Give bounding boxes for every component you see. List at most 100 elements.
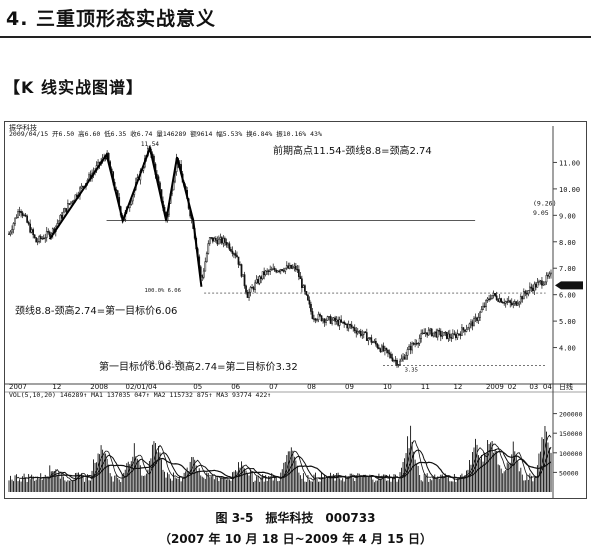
price-tick-label: 10.00 — [559, 186, 580, 194]
candle-body — [210, 237, 213, 239]
candle-body — [258, 276, 261, 284]
candle-body — [311, 311, 314, 319]
candle-body — [349, 324, 352, 326]
volume-label: VOL(5,10,20) 146289↑ MA1 137035 047↑ MA2… — [9, 391, 271, 399]
triple-top-pattern-line — [48, 144, 203, 287]
candle-body — [467, 327, 469, 330]
candle-body — [541, 280, 543, 286]
candle-body — [239, 264, 241, 266]
candle-body — [353, 327, 356, 331]
candle-body — [237, 256, 240, 265]
candle-body — [222, 238, 225, 244]
date-tick-label: 11 — [421, 383, 430, 391]
candle-body — [326, 316, 329, 321]
candle-body — [403, 356, 406, 360]
candle-body — [70, 201, 72, 205]
volume-tick-label: 100000 — [559, 450, 583, 458]
candle-body — [436, 330, 439, 338]
candle-body — [409, 345, 412, 351]
candle-body — [18, 211, 21, 213]
candle-body — [439, 330, 442, 337]
candle-body — [464, 329, 466, 332]
candle-body — [430, 328, 433, 337]
candle-body — [350, 324, 353, 328]
candle-body — [325, 319, 327, 323]
candle-body — [402, 356, 404, 360]
candle-body — [337, 319, 339, 326]
candle-body — [343, 321, 346, 325]
candle-body — [462, 327, 465, 331]
candle-body — [32, 229, 35, 236]
candle-body — [384, 347, 386, 351]
candle-body — [317, 314, 320, 320]
candle-body — [486, 298, 489, 301]
candle-body — [267, 270, 270, 272]
candle-body — [539, 280, 542, 282]
candle-body — [302, 285, 305, 288]
candle-body — [391, 357, 394, 362]
candle-body — [270, 269, 273, 271]
candle-body — [498, 298, 501, 302]
candle-body — [221, 237, 223, 244]
candle-body — [456, 333, 459, 339]
candle-body — [293, 265, 296, 268]
candle-body — [59, 215, 62, 222]
candle-body — [452, 333, 454, 339]
date-tick-label: 03 — [529, 383, 538, 391]
candle-body — [378, 347, 380, 349]
date-tick-label: 09 — [345, 383, 354, 391]
volume-tick-label: 150000 — [559, 430, 583, 438]
chart-frame: 振华科技 2009/04/15 开6.50 高6.60 低6.35 收6.74 量… — [4, 121, 587, 499]
date-tick-label: 06 — [231, 383, 240, 391]
candle-body — [227, 243, 229, 246]
candle-body — [264, 270, 267, 276]
candle-body — [257, 279, 259, 284]
candle-body — [379, 348, 382, 352]
candle-body — [371, 341, 374, 344]
candle-body — [279, 269, 282, 272]
candle-body — [21, 212, 24, 216]
date-tick-label: 2009 — [486, 383, 504, 391]
candle-body — [394, 360, 397, 362]
candle-body — [287, 265, 290, 269]
candle-body — [344, 323, 347, 325]
candle-body — [204, 261, 207, 272]
candle-body — [525, 293, 528, 295]
candle-body — [518, 301, 521, 305]
candle-body — [307, 294, 309, 301]
candle-body — [82, 185, 84, 188]
candle-body — [512, 303, 515, 306]
candle-body — [355, 330, 358, 334]
candle-body — [45, 231, 48, 238]
candle-body — [272, 268, 275, 270]
candle-body — [65, 208, 68, 212]
t2-left-label: 200.0% 3.32 — [145, 361, 181, 367]
candle-body — [17, 211, 19, 218]
candle-body — [273, 268, 276, 271]
candle-body — [202, 270, 205, 278]
candle-body — [231, 250, 234, 254]
candle-body — [246, 291, 249, 298]
candle-body — [299, 276, 302, 280]
candle-body — [535, 283, 537, 288]
candle-body — [408, 345, 410, 350]
candle-body — [263, 271, 265, 276]
candle-body — [513, 301, 516, 304]
candle-body — [319, 314, 321, 316]
candle-body — [396, 360, 398, 366]
candle-body — [322, 318, 324, 322]
candle-body — [393, 360, 395, 362]
low-price-label: 3.35 — [405, 368, 418, 374]
neck-right-bottom-label: 9.05 — [533, 209, 549, 217]
candle-body — [341, 321, 344, 324]
candle-body — [480, 309, 483, 313]
date-tick-label: 02 — [508, 383, 517, 391]
candle-body — [260, 276, 262, 280]
candle-body — [332, 317, 335, 321]
current-price-marker — [555, 281, 583, 290]
figure-subcaption: （2007 年 10 月 18 日~2009 年 4 月 15 日） — [158, 532, 433, 546]
candle-body — [26, 215, 28, 223]
candle-body — [506, 301, 509, 303]
candle-body — [461, 327, 463, 336]
candle-body — [450, 337, 453, 339]
